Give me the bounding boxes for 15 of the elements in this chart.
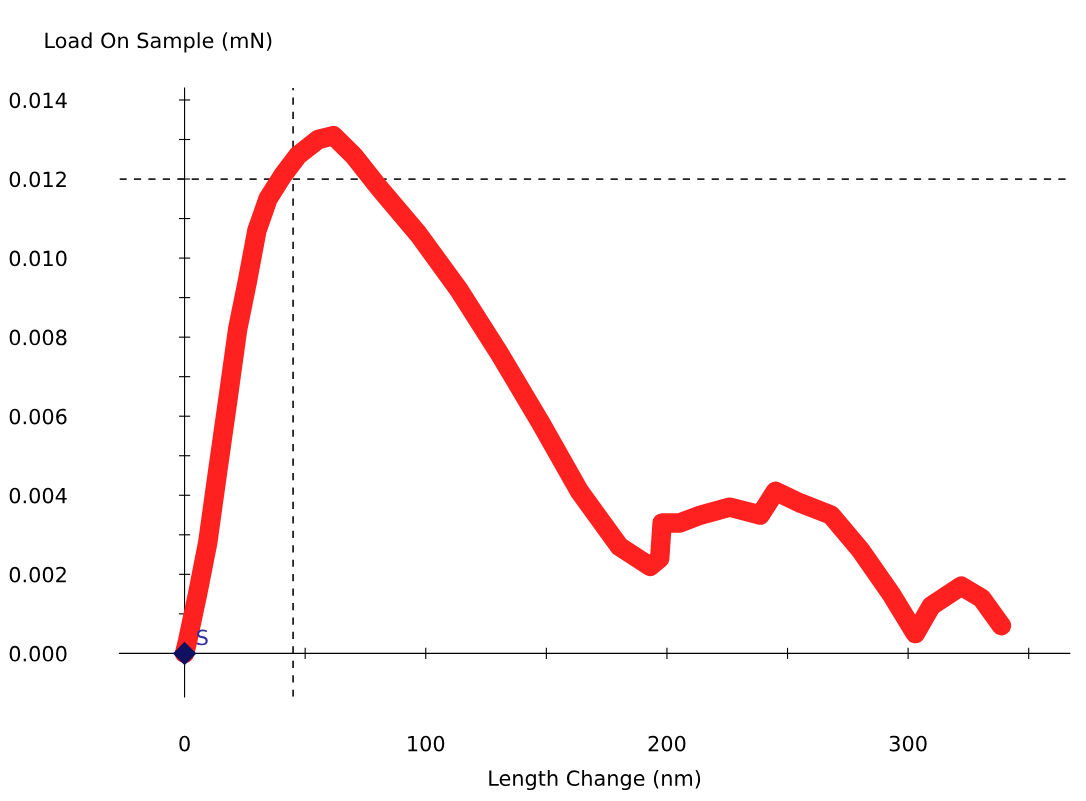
annotation: S (197, 629, 208, 646)
y-tick-label: 0.014 (9, 92, 67, 109)
y-tick-label: 0.004 (9, 487, 67, 504)
y-tick-label: 0.012 (9, 171, 66, 188)
x-tick-label: 300 (889, 735, 927, 752)
y-tick-label: 0.006 (9, 408, 67, 425)
x-axis-title: Length Change (nm) (489, 769, 701, 791)
x-tick-label: 100 (408, 735, 445, 752)
x-tick-label: 200 (648, 735, 686, 752)
y-axis-title: Load On Sample (mN) (45, 32, 272, 53)
y-tick-label: 0.000 (9, 645, 67, 662)
y-tick-label: 0.008 (9, 329, 67, 346)
y-tick-label: 0.002 (9, 566, 66, 583)
y-tick-label: 0.010 (9, 250, 67, 267)
x-tick-label: 0 (179, 735, 190, 752)
